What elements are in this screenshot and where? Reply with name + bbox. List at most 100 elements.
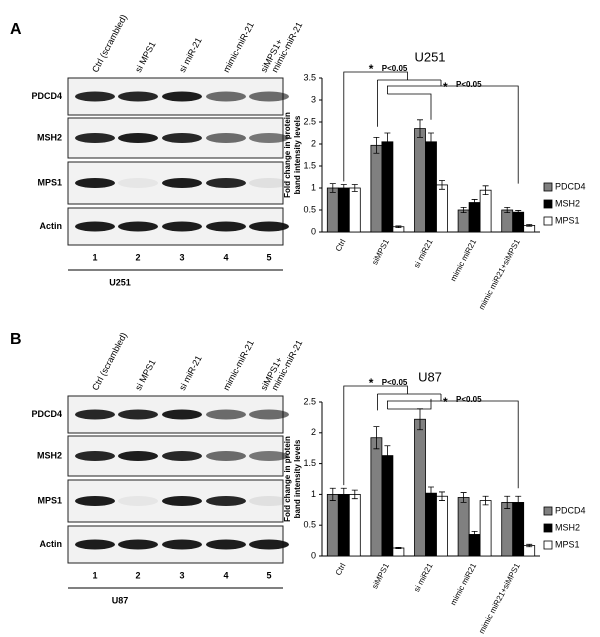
error-bar: [373, 426, 380, 450]
blot-band: [162, 539, 202, 550]
y-tick-label: 1.5: [303, 458, 316, 468]
error-bar: [329, 487, 336, 501]
cell-line: U251: [109, 277, 131, 287]
blot-band: [75, 409, 115, 420]
error-bar: [417, 119, 423, 138]
legend-swatch: [543, 523, 553, 533]
legend-swatch: [543, 506, 553, 516]
error-bar: [439, 180, 445, 190]
error-bar: [471, 530, 478, 538]
blot-band: [249, 539, 289, 550]
y-tick-label: 2.5: [303, 116, 316, 126]
legend-label: PDCD4: [555, 505, 586, 515]
error-bar: [428, 132, 434, 151]
y-tick-label: 2: [311, 138, 316, 148]
y-axis-label: band intensity levels: [293, 439, 302, 518]
y-tick-label: 0.5: [303, 204, 316, 214]
blot-band: [162, 221, 202, 232]
blot-band: [249, 91, 289, 102]
bar: [457, 209, 470, 233]
row-label: MPS1: [37, 495, 62, 505]
bar: [337, 187, 350, 233]
lane-number: 3: [179, 570, 184, 580]
y-axis-label: band intensity levels: [293, 115, 302, 194]
error-bar: [504, 206, 511, 214]
chart-title: U87: [418, 369, 442, 384]
bar: [425, 141, 437, 233]
bar: [348, 493, 361, 557]
legend-label: PDCD4: [555, 181, 586, 191]
blot-band: [162, 496, 202, 506]
lane-number: 4: [223, 252, 228, 262]
bar: [457, 497, 470, 557]
row-label: Actin: [40, 221, 63, 231]
blot-band: [75, 178, 115, 188]
error-bar: [471, 199, 478, 206]
legend-label: MPS1: [555, 215, 580, 225]
bracket: [387, 398, 519, 489]
bar: [326, 493, 339, 557]
lane-label: si MPS1: [133, 358, 158, 392]
blot-band: [118, 133, 158, 143]
blot-band: [206, 178, 246, 188]
annotation: P<0.05: [382, 64, 408, 73]
blot-band: [75, 221, 115, 232]
error-bar: [373, 137, 380, 154]
lane-number: 2: [135, 570, 140, 580]
blot-band: [249, 496, 289, 506]
y-tick-label: 2: [311, 427, 316, 437]
lane-label: mimic-miR-21: [221, 338, 256, 392]
bar: [381, 455, 394, 557]
annotation: *: [443, 80, 448, 94]
annotation: *: [443, 395, 448, 409]
bar: [436, 184, 448, 233]
y-tick-label: 3: [311, 94, 316, 104]
lane-number: 1: [92, 252, 97, 262]
blot-band: [118, 539, 158, 550]
x-tick-label: Ctrl: [334, 238, 348, 253]
bracket: [387, 85, 519, 184]
lane-number: 4: [223, 570, 228, 580]
y-tick-label: 2.5: [303, 396, 316, 406]
lane-number: 5: [266, 252, 271, 262]
annotation: P<0.05: [456, 80, 482, 89]
legend-swatch: [543, 182, 553, 192]
error-bar: [384, 132, 391, 151]
x-tick-label: mimic miR21: [449, 561, 479, 607]
cell-line: U87: [112, 595, 129, 605]
row-label: PDCD4: [31, 409, 62, 419]
error-bar: [526, 224, 533, 227]
x-tick-label: siMPS1: [370, 237, 391, 266]
y-tick-label: 3.5: [303, 72, 316, 82]
error-bar: [340, 184, 347, 192]
lane-label: Ctrl (scrambled): [90, 331, 129, 392]
lane-label: si miR-21: [177, 36, 204, 74]
blot-band: [162, 178, 202, 188]
error-bar: [395, 225, 402, 228]
error-bar: [482, 185, 489, 195]
annotation: *: [369, 62, 374, 76]
bar: [479, 189, 492, 233]
x-tick-label: si miR21: [412, 237, 435, 269]
legend-label: MSH2: [555, 198, 580, 208]
error-bar: [482, 495, 489, 506]
x-tick-label: siMPS1: [370, 561, 391, 590]
blot-band: [206, 539, 246, 550]
annotation: P<0.05: [456, 395, 482, 404]
panel-label: B: [10, 331, 22, 348]
lane-label: mimic-miR-21: [221, 20, 256, 74]
bar: [512, 211, 525, 233]
bar: [414, 418, 426, 557]
bar: [436, 495, 448, 557]
blot-band: [118, 178, 158, 188]
bracket: [343, 71, 442, 182]
blot-band: [249, 178, 289, 188]
error-bar: [526, 543, 533, 548]
error-bar: [460, 492, 467, 503]
bar: [381, 141, 394, 233]
error-bar: [351, 489, 358, 500]
blot-band: [118, 451, 158, 461]
blot-band: [162, 91, 202, 102]
blot-band: [249, 133, 289, 143]
